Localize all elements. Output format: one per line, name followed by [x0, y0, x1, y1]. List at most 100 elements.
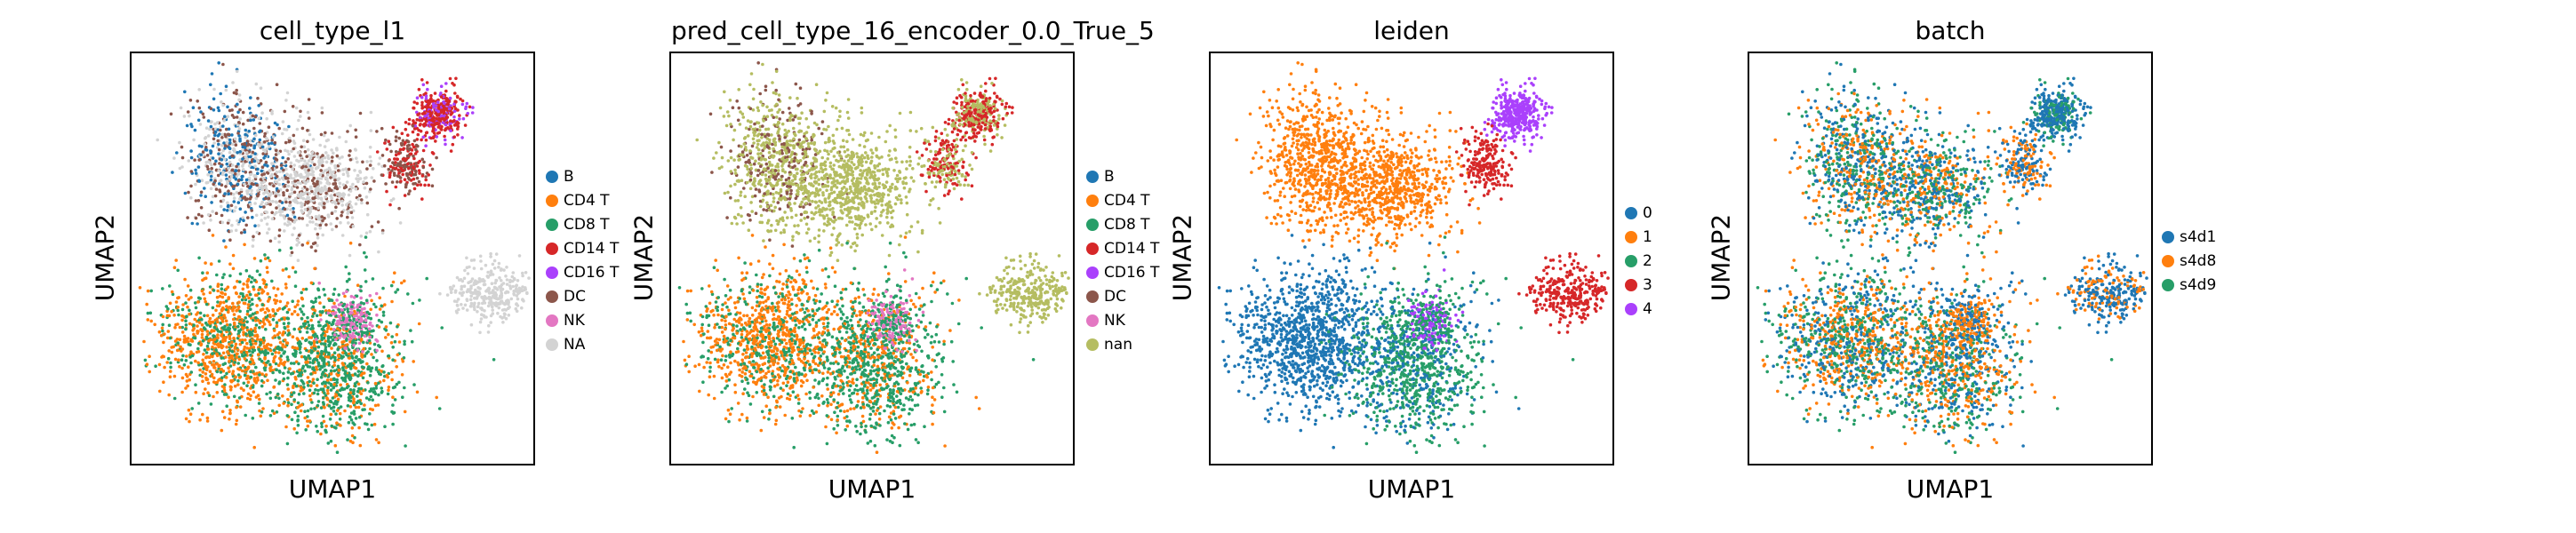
data-point — [324, 160, 329, 164]
data-point — [249, 139, 252, 143]
data-point — [440, 108, 444, 112]
data-point — [362, 180, 365, 184]
data-point — [180, 145, 184, 149]
data-point — [203, 142, 207, 146]
data-point — [419, 123, 422, 126]
data-point — [197, 88, 201, 91]
data-point — [325, 173, 330, 177]
data-point — [297, 195, 300, 198]
panel-title: cell_type_l1 — [259, 16, 406, 45]
data-point — [452, 123, 457, 127]
data-point — [211, 156, 215, 160]
data-point — [430, 167, 435, 171]
data-point — [263, 154, 268, 158]
data-point — [208, 127, 212, 131]
data-point — [317, 158, 322, 162]
data-point — [391, 197, 396, 201]
data-point — [237, 93, 242, 97]
data-point — [288, 201, 292, 204]
data-point — [284, 148, 287, 153]
data-point — [356, 160, 359, 164]
data-point — [250, 188, 253, 193]
data-point — [418, 118, 422, 123]
data-point — [423, 105, 428, 108]
data-point — [202, 221, 205, 225]
data-point — [209, 187, 213, 191]
data-point — [364, 231, 369, 235]
data-point — [423, 115, 427, 118]
data-point — [292, 147, 295, 151]
data-point — [324, 187, 328, 192]
data-point — [306, 139, 309, 144]
data-point — [263, 163, 267, 167]
data-point — [260, 212, 264, 217]
data-point — [253, 177, 258, 181]
data-point — [428, 109, 432, 114]
data-point — [436, 125, 441, 129]
data-point — [326, 213, 331, 217]
data-point — [253, 224, 257, 227]
data-point — [225, 127, 228, 131]
data-point — [223, 157, 227, 162]
data-point — [284, 99, 288, 102]
data-point — [206, 172, 210, 177]
data-point — [430, 111, 434, 115]
data-point — [278, 210, 283, 213]
data-point — [247, 176, 252, 180]
data-point — [323, 155, 327, 160]
data-point — [274, 179, 277, 184]
data-point — [319, 169, 323, 172]
data-point — [353, 169, 356, 172]
data-point — [369, 129, 373, 132]
data-point — [257, 104, 260, 107]
data-point — [250, 192, 253, 195]
data-point — [289, 218, 293, 221]
data-point — [252, 238, 255, 242]
data-point — [345, 203, 348, 207]
data-point — [452, 102, 456, 106]
data-point — [274, 195, 277, 198]
data-point — [338, 156, 341, 160]
data-point — [241, 157, 244, 161]
data-point — [325, 199, 330, 203]
data-point — [278, 170, 282, 173]
data-point — [347, 221, 350, 225]
data-point — [443, 138, 447, 142]
data-point — [364, 176, 368, 179]
data-point — [220, 213, 224, 218]
data-point — [215, 121, 220, 124]
data-point — [397, 206, 401, 211]
data-point — [265, 211, 269, 214]
data-point — [243, 182, 246, 187]
data-point — [307, 159, 311, 163]
data-point — [435, 155, 438, 160]
data-point — [232, 196, 236, 200]
data-point — [251, 215, 254, 219]
data-point — [288, 136, 292, 140]
data-point — [268, 239, 273, 243]
data-point — [201, 150, 205, 154]
data-point — [368, 189, 372, 194]
data-point — [220, 158, 224, 162]
data-point — [421, 83, 426, 87]
data-point — [245, 190, 250, 195]
data-point — [319, 190, 323, 194]
data-point — [275, 211, 278, 214]
data-point — [295, 186, 300, 189]
data-point — [350, 216, 355, 219]
data-point — [338, 135, 341, 139]
cluster-points-Bcells — [156, 61, 324, 248]
data-point — [340, 211, 344, 214]
data-point — [210, 120, 213, 123]
data-point — [238, 150, 242, 154]
data-point — [250, 209, 253, 212]
data-point — [354, 187, 358, 191]
data-point — [307, 200, 310, 203]
data-point — [200, 214, 204, 219]
data-point — [236, 169, 241, 172]
data-point — [314, 166, 318, 171]
data-point — [365, 201, 370, 205]
data-point — [322, 205, 326, 210]
data-point — [316, 179, 319, 184]
data-point — [412, 100, 417, 104]
